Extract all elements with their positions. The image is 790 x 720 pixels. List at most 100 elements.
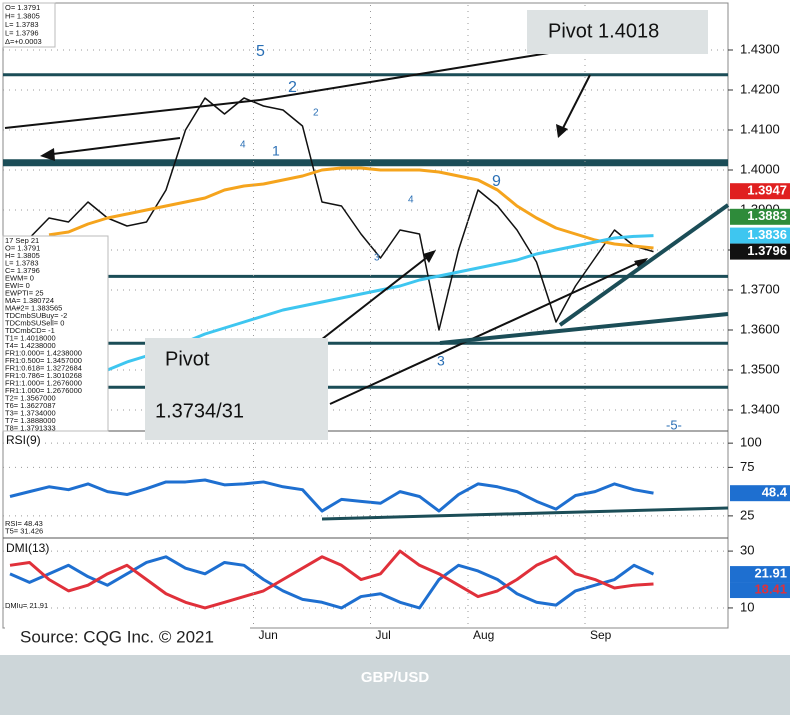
price-tag-label: 48.4: [762, 485, 788, 500]
info-line: H= 1.3805: [5, 251, 40, 260]
y-tick-label: 25: [740, 507, 754, 522]
annotation: Pivot 1.4018: [548, 20, 659, 42]
panel-title: DMI(13): [6, 541, 49, 555]
footer-bar: [0, 655, 790, 715]
info-line: FR1:0.500= 1.3457000: [5, 356, 82, 365]
info-line: C= 1.3796: [5, 266, 40, 275]
panel-title: RSI(9): [6, 433, 41, 447]
annotation: 3: [374, 253, 380, 264]
price-tag-label: 1.3836: [747, 227, 787, 242]
y-tick-label: 1.3400: [740, 401, 780, 416]
price-tag: [730, 582, 790, 599]
trend-line: [259, 51, 556, 101]
info-line: T6= 1.3627087: [5, 401, 56, 410]
annotation: 2: [313, 108, 319, 119]
annotation: 5: [256, 43, 265, 60]
y-tick-label: 1.4200: [740, 81, 780, 96]
info-line: FR1:0.000= 1.4238000: [5, 348, 82, 357]
quote-line: H= 1.3805: [5, 11, 40, 20]
annotation: 1.3734/31: [155, 400, 244, 422]
y-tick-label: 30: [740, 543, 754, 558]
callout-box: [145, 338, 328, 440]
arrow: [44, 137, 181, 156]
x-tick-label: Sep: [590, 628, 612, 642]
y-tick-label: 1.3500: [740, 361, 780, 376]
price-tag: [730, 485, 790, 502]
y-tick-label: 1.4000: [740, 161, 780, 176]
annotation: 4: [240, 140, 246, 151]
info-line: O= 1.3791: [5, 243, 40, 252]
y-tick-label: 100: [740, 435, 762, 450]
annotation: -5-: [666, 417, 682, 432]
annotation: 1: [272, 143, 280, 159]
info-line: RSI= 48.43: [5, 519, 43, 528]
info-line: EWM= 0: [5, 273, 34, 282]
info-line: TDCmbSUBuy= -2: [5, 311, 67, 320]
series-line: [9, 234, 654, 424]
y-tick-label: 1.3700: [740, 281, 780, 296]
series-line: [9, 549, 654, 610]
info-line: EWI= 0: [5, 281, 30, 290]
y-tick-label: 75: [740, 459, 754, 474]
info-line: MA#2= 1.383565: [5, 303, 62, 312]
x-tick-label: Aug: [473, 628, 494, 642]
quote-line: Δ=+0.0003: [5, 37, 42, 46]
y-tick-label: 10: [740, 599, 754, 614]
arrowhead: [634, 258, 648, 270]
info-line: T1= 1.4018000: [5, 333, 56, 342]
series-line: [48, 166, 654, 250]
info-line: FR1:1.000= 1.2676000: [5, 378, 82, 387]
price-tag: [730, 227, 790, 244]
y-tick-label: 1.3600: [740, 321, 780, 336]
price-tag: [730, 208, 790, 225]
info-line: FR1:0.618= 1.3272684: [5, 363, 82, 372]
info-box: [2, 235, 109, 432]
info-line: TDCmbCD= -1: [5, 326, 55, 335]
x-tick-label: Jul: [376, 628, 391, 642]
arrow: [329, 261, 641, 405]
source-box: [5, 620, 250, 656]
quote-line: L= 1.3783: [5, 20, 39, 29]
callout-box: [527, 10, 708, 54]
info-line: TDCmbSUSell= 0: [5, 318, 64, 327]
x-tick-label: Jun: [259, 628, 278, 642]
series-line: [9, 97, 654, 331]
y-tick-label: 1.4100: [740, 121, 780, 136]
price-tag: [730, 183, 790, 200]
support-line: [321, 506, 729, 521]
info-line: T8= 1.3791333: [5, 423, 56, 432]
price-tag-label: 1.3883: [747, 208, 787, 223]
price-tag-label: 1.3796: [747, 243, 787, 258]
support-line: [558, 203, 730, 327]
info-line: L= 1.3783: [5, 258, 39, 267]
quote-box: [2, 2, 56, 48]
info-line: DMIu= 21.91: [5, 601, 48, 610]
info-line: T5= 31.426: [5, 526, 43, 535]
annotation: 4: [408, 195, 414, 206]
y-tick-label: 1.4300: [740, 41, 780, 56]
annotation: 9: [492, 173, 501, 190]
annotation: 3: [437, 353, 445, 369]
annotation: Pivot: [165, 348, 210, 370]
annotation: 2: [288, 79, 297, 96]
source: Source: CQG Inc. © 2021: [20, 627, 214, 646]
info-line: T2= 1.3567000: [5, 393, 56, 402]
series-line: [9, 478, 654, 513]
quote-line: O= 1.3791: [5, 3, 40, 12]
info-line: T3= 1.3734000: [5, 408, 56, 417]
chart-background: [0, 0, 790, 655]
quote-line: L= 1.3796: [5, 28, 39, 37]
info-line: EWPTI= 25: [5, 288, 44, 297]
trend-line: [4, 99, 261, 129]
price-tag-label: 1.3947: [747, 183, 787, 198]
arrowhead: [556, 124, 568, 138]
footer-title: GBP/USD: [361, 669, 430, 686]
support-line: [439, 312, 729, 345]
arrowhead: [423, 250, 436, 263]
series-line: [9, 555, 655, 610]
info-line: FR1:1.000= 1.2676000: [5, 386, 82, 395]
price-tag: [730, 243, 790, 260]
price-tag-label: 21.91: [754, 566, 787, 581]
price-tag-label: 18.41: [754, 581, 787, 596]
